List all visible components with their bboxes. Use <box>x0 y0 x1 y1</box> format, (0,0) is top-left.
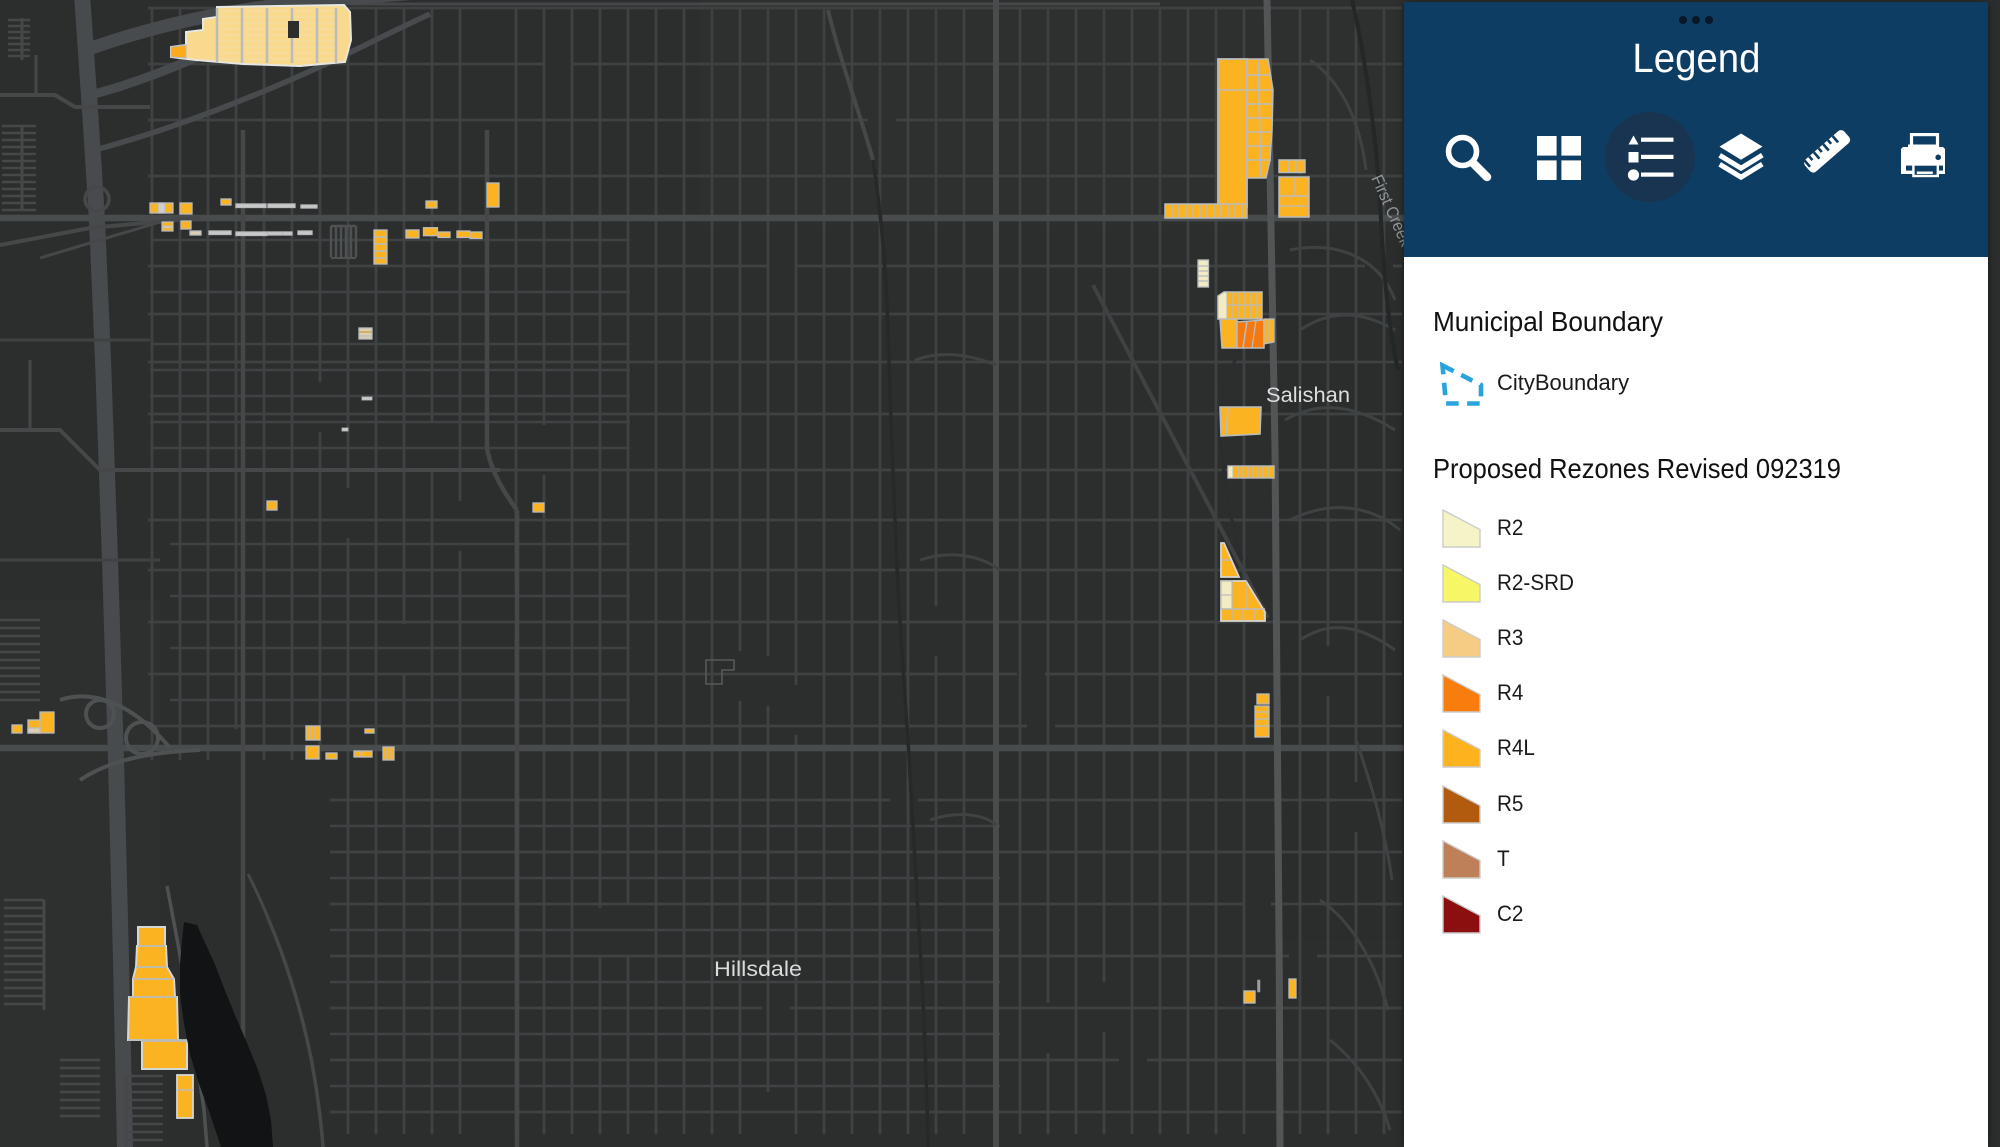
svg-text:Salishan: Salishan <box>1266 384 1350 407</box>
svg-text:Hillsdale: Hillsdale <box>714 958 802 981</box>
